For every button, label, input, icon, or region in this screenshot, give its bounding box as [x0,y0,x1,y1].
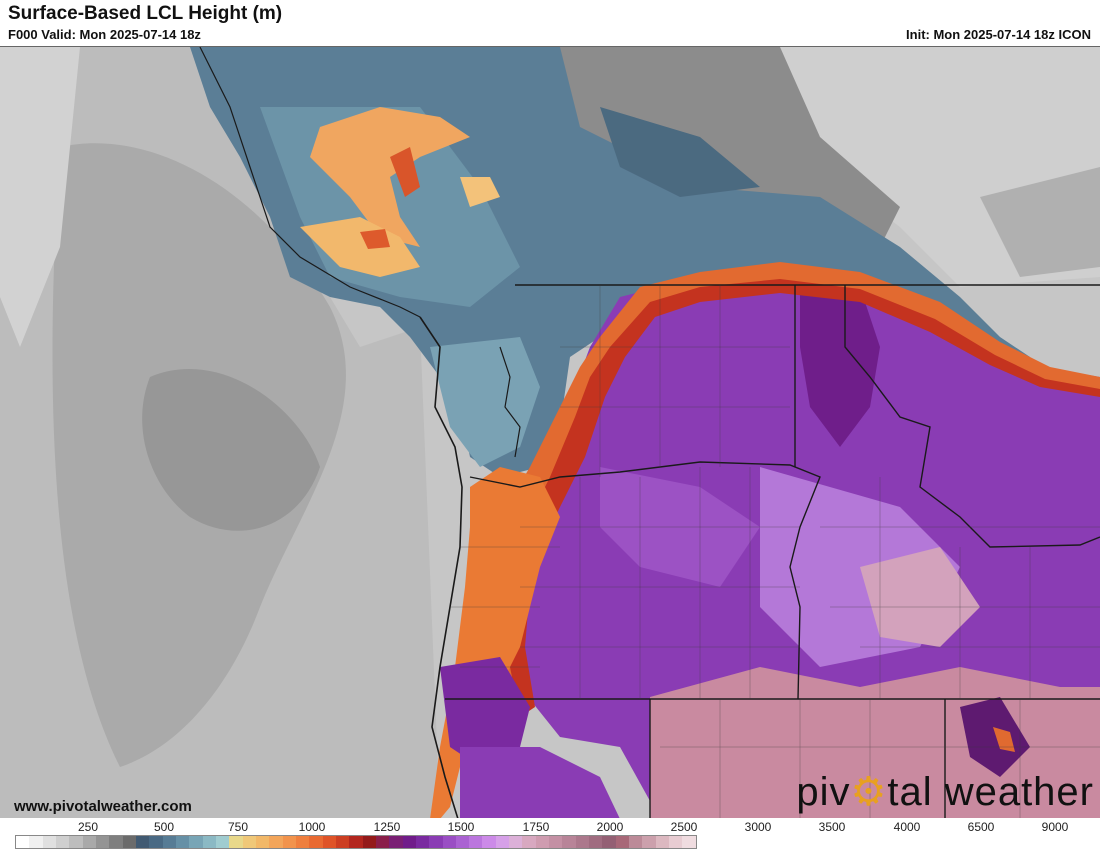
legend-swatch [135,836,150,848]
legend-tick-label: 1750 [522,820,550,834]
legend-color-bar [15,835,697,849]
island-orange-patch [300,217,420,277]
legend-tick-label: 9000 [1041,820,1069,834]
legend-tick-label: 2500 [670,820,698,834]
legend-swatch [469,836,483,848]
legend-swatch [669,836,683,848]
nw-california-purple [460,747,620,819]
legend-swatch [402,836,416,848]
brand-text-right: tal weather [887,770,1094,814]
legend-swatch [95,836,110,848]
moist-blue-dark [600,107,760,197]
color-legend: 250 500 750 1000 1250 1500 1750 2000 2500 3000 350… [0,818,1100,850]
legend-swatch [642,836,656,848]
legend-swatch [189,836,203,848]
map-canvas [0,47,1100,819]
legend-tick-label: 6500 [967,820,995,834]
legend-tick-label: 3000 [744,820,772,834]
map-header: Surface-Based LCL Height (m) F000 Valid:… [0,0,1100,46]
legend-swatch [389,836,403,848]
legend-swatch [16,836,30,848]
legend-tick-label: 2000 [596,820,624,834]
legend-tick-label: 3500 [818,820,846,834]
legend-swatch [282,836,296,848]
legend-swatch [69,836,83,848]
map-title: Surface-Based LCL Height (m) [8,3,283,24]
legend-swatch [362,836,376,848]
island-red-patch [360,229,390,249]
source-url: www.pivotalweather.com [14,798,192,815]
brand-text-left: piv [796,770,851,814]
legend-tick-label: 750 [227,820,249,834]
valid-time-label: F000 Valid: Mon 2025-07-14 18z [8,27,201,42]
gear-icon: ⚙ [850,770,888,814]
legend-swatch [549,836,563,848]
legend-swatch [442,836,456,848]
legend-swatch [349,836,363,848]
legend-swatch [482,836,496,848]
sw-oregon-purple [440,657,530,767]
legend-swatch [295,836,310,848]
nevada-hot-patch [993,727,1015,752]
legend-swatch [322,836,336,848]
bc-red-patch [390,147,420,197]
idaho-dark-purple [800,287,880,447]
legend-tick-label: 1250 [373,820,401,834]
puget-blue [430,337,540,467]
legend-swatch [122,836,136,848]
canada-gray-mid [980,167,1100,277]
legend-swatch [255,836,270,848]
legend-swatch [509,836,523,848]
legend-swatch [175,836,190,848]
legend-tick-label: 1000 [298,820,326,834]
legend-swatch [309,836,323,848]
county-lines [450,285,1100,819]
legend-swatch [522,836,536,848]
legend-swatch [415,836,430,848]
wa-or-id-border [469,461,821,700]
id-mt-border [844,285,1100,548]
legend-swatch [82,836,96,848]
legend-swatch [455,836,470,848]
bc-yellow-patch [460,177,500,207]
ocean-gray-edge [0,47,80,347]
legend-swatch [42,836,56,848]
legend-swatch [429,836,443,848]
legend-swatch [575,836,590,848]
legend-swatch [242,836,256,848]
legend-swatch [375,836,390,848]
bc-orange-patch [310,107,470,247]
nevada-dark-patch [960,697,1030,777]
legend-swatch [29,836,43,848]
init-time-label: Init: Mon 2025-07-14 18z ICON [906,27,1091,42]
legend-swatch [269,836,283,848]
legend-swatch [495,836,510,848]
weather-map[interactable]: www.pivotalweather.com piv⚙tal weather [0,46,1100,819]
legend-swatch [629,836,643,848]
legend-swatch [589,836,603,848]
legend-swatch [535,836,550,848]
legend-tick-label: 250 [77,820,99,834]
legend-swatch [202,836,216,848]
legend-swatch [229,836,243,848]
legend-swatch [682,836,696,848]
idaho-pink-patch [860,547,980,647]
bc-coastline [199,47,421,318]
legend-swatch [655,836,670,848]
legend-tick-label: 500 [153,820,175,834]
legend-swatch [615,836,630,848]
puget-sound-outline [499,346,521,458]
brand-logo: piv⚙tal weather [796,769,1094,815]
legend-tick-label: 4000 [893,820,921,834]
legend-swatch [215,836,230,848]
legend-swatch [55,836,70,848]
legend-swatch [602,836,616,848]
legend-swatch [562,836,576,848]
legend-tick-label: 1500 [447,820,475,834]
legend-swatch [335,836,350,848]
legend-swatch [162,836,176,848]
legend-swatch [109,836,123,848]
ocean-gray-darker [142,369,320,531]
legend-swatch [149,836,163,848]
